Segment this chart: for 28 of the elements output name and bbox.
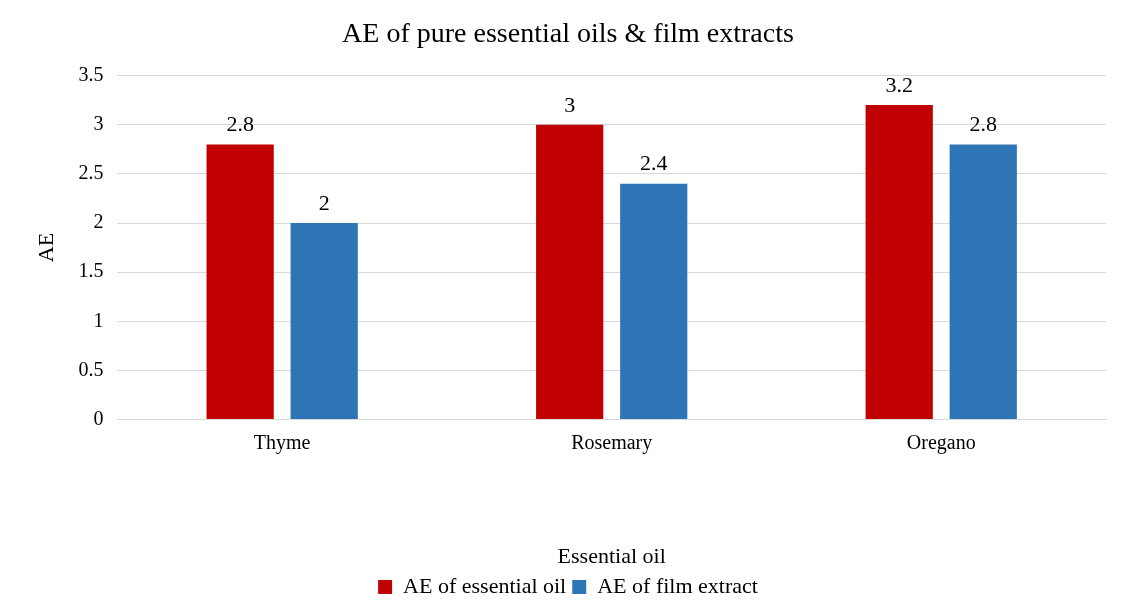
y-tick-label: 2.5 (78, 161, 104, 184)
y-tick-label: 0 (93, 406, 104, 429)
legend-label: AE of film extract (597, 572, 758, 598)
data-label: 2.4 (639, 150, 668, 176)
bar (290, 223, 358, 420)
y-tick-label: 2 (93, 210, 104, 233)
bar (865, 105, 933, 420)
data-label: 3 (564, 91, 576, 117)
y-axis-title: AE (32, 232, 58, 263)
x-axis-title: Essential oil (557, 542, 666, 568)
bar (949, 144, 1017, 420)
y-tick-label: 1.5 (78, 259, 104, 282)
data-label: 2.8 (226, 111, 254, 137)
x-tick-label: Thyme (253, 430, 311, 454)
bar (620, 183, 688, 420)
y-tick-label: 3 (93, 111, 104, 134)
legend-label: AE of essential oil (403, 572, 567, 598)
data-label: 3.2 (885, 71, 913, 97)
y-tick-label: 1 (93, 308, 104, 331)
data-label: 2.8 (969, 111, 997, 137)
data-label: 2 (318, 189, 330, 215)
y-tick-label: 0.5 (78, 357, 104, 380)
x-tick-label: Oregano (906, 430, 976, 454)
bar (536, 124, 604, 420)
y-tick-label: 3.5 (78, 62, 104, 85)
bar (206, 144, 274, 420)
chart-title: AE of pure essential oils & film extracts (342, 17, 794, 49)
x-tick-label: Rosemary (571, 430, 653, 454)
